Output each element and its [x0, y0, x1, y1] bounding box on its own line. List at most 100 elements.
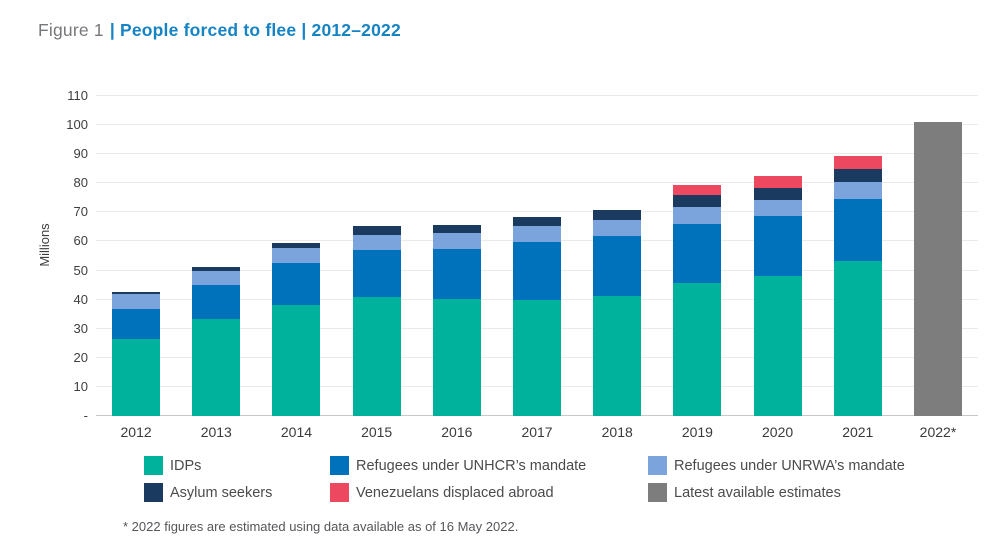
bar-slot-2015 [337, 80, 417, 416]
y-tick-70: 70 [73, 204, 88, 220]
segment-asylum-seekers [352, 226, 401, 236]
bar-slot-2014 [256, 80, 336, 416]
figure-label: Figure 1 [38, 20, 104, 40]
segment-venezuelans-displaced-abroad [673, 184, 722, 196]
legend-label: Asylum seekers [170, 484, 273, 501]
figure-title-text: | People forced to flee | 2012–2022 [109, 20, 401, 40]
segment-idps [112, 339, 161, 416]
stacked-bar-2015 [352, 226, 401, 416]
y-tick--: - [83, 408, 88, 423]
segment-refugees-under-unrwa-s-mandate [673, 207, 722, 224]
segment-asylum-seekers [192, 267, 241, 271]
stacked-bar-2013 [192, 267, 241, 416]
bar-slot-2019 [657, 80, 737, 416]
legend-label: Latest available estimates [674, 484, 841, 501]
legend-item-idps: IDPs [144, 456, 201, 475]
x-tick-2013: 2013 [200, 424, 232, 440]
segment-asylum-seekers [753, 187, 802, 200]
legend-swatch [330, 483, 349, 502]
segment-refugees-under-unrwa-s-mandate [513, 226, 562, 242]
bar-slot-2021 [818, 80, 898, 416]
y-tick-60: 60 [73, 233, 88, 249]
gridline-90 [96, 153, 978, 155]
legend-item-refugees-under-unrwa-s-mandate: Refugees under UNRWA’s mandate [648, 456, 905, 475]
x-tick-2014: 2014 [280, 424, 313, 440]
y-tick-50: 50 [73, 262, 88, 278]
segment-idps [432, 298, 481, 416]
y-tick-110: 110 [67, 87, 88, 103]
stacked-bar-2019 [673, 184, 722, 416]
legend-swatch [144, 456, 163, 475]
y-tick-20: 20 [73, 349, 88, 365]
segment-refugees-under-unrwa-s-mandate [112, 294, 161, 309]
bar-slot-2022 [898, 80, 978, 416]
legend-item-asylum-seekers: Asylum seekers [144, 483, 272, 502]
legend-item-refugees-under-unhcr-s-mandate: Refugees under UNHCR’s mandate [330, 456, 586, 475]
figure-title: Figure 1 | People forced to flee | 2012–2… [38, 20, 401, 41]
segment-idps [272, 304, 321, 416]
segment-refugees-under-unhcr-s-mandate [593, 236, 642, 296]
segment-refugees-under-unrwa-s-mandate [833, 182, 882, 200]
bars-container [96, 80, 978, 416]
segment-refugees-under-unrwa-s-mandate [593, 220, 642, 237]
x-tick-2016: 2016 [441, 424, 473, 440]
y-tick-100: 100 [66, 117, 88, 132]
segment-refugees-under-unhcr-s-mandate [432, 248, 481, 299]
gridline-70 [96, 211, 978, 213]
gridline-80 [96, 182, 978, 184]
segment-refugees-under-unrwa-s-mandate [272, 248, 321, 263]
legend-label: Refugees under UNHCR’s mandate [356, 457, 587, 474]
y-tick-10: 10 [73, 378, 88, 394]
segment-refugees-under-unhcr-s-mandate [192, 285, 241, 320]
x-tick-2015: 2015 [361, 424, 393, 440]
x-tick-2012: 2012 [120, 424, 152, 440]
legend-swatch [144, 483, 163, 502]
plot-area [96, 80, 978, 416]
segment-refugees-under-unhcr-s-mandate [513, 241, 562, 300]
segment-refugees-under-unrwa-s-mandate [432, 233, 481, 249]
stacked-bar-2021 [833, 156, 882, 416]
segment-refugees-under-unrwa-s-mandate [352, 235, 401, 251]
segment-asylum-seekers [833, 168, 882, 183]
segment-asylum-seekers [513, 216, 562, 226]
y-tick-30: 30 [73, 320, 88, 336]
segment-idps [833, 261, 882, 416]
y-tick-80: 80 [73, 175, 88, 191]
stacked-bar-2017 [513, 216, 562, 416]
x-axis-tick-labels: 2012 2013 2014 2015 2016 2017 2018 2019 2020 2021… [96, 424, 978, 440]
stacked-bar-2020 [753, 176, 802, 416]
segment-asylum-seekers [112, 291, 161, 295]
y-axis-tick-labels: 110 100 90 80 70 60 50 40 30 20 10 - [40, 80, 88, 423]
segment-asylum-seekers [593, 210, 642, 221]
y-tick-40: 40 [73, 291, 88, 307]
segment-idps [753, 276, 802, 416]
x-tick-2017: 2017 [521, 424, 553, 440]
stacked-bar-2012 [112, 291, 161, 416]
gridline-100 [96, 124, 978, 125]
segment-refugees-under-unhcr-s-mandate [833, 199, 882, 262]
segment-refugees-under-unhcr-s-mandate [272, 262, 321, 305]
bar-slot-2017 [497, 80, 577, 416]
stacked-bar-2022 [913, 122, 962, 416]
bar-slot-2013 [176, 80, 256, 416]
x-tick-2022: 2022* [919, 424, 957, 440]
segment-idps [192, 319, 241, 416]
legend-item-latest-available-estimates: Latest available estimates [648, 483, 841, 502]
segment-refugees-under-unhcr-s-mandate [673, 223, 722, 284]
segment-idps [352, 297, 401, 416]
legend-swatch [648, 456, 667, 475]
footnote: * 2022 figures are estimated using data … [123, 519, 519, 534]
segment-refugees-under-unhcr-s-mandate [753, 216, 802, 277]
x-tick-2021: 2021 [842, 424, 874, 440]
gridline-110 [96, 94, 978, 96]
segment-refugees-under-unhcr-s-mandate [352, 250, 401, 298]
segment-venezuelans-displaced-abroad [833, 156, 882, 169]
segment-refugees-under-unrwa-s-mandate [192, 270, 241, 286]
bar-slot-2012 [96, 80, 176, 416]
bar-slot-2016 [417, 80, 497, 416]
legend-label: Refugees under UNRWA’s mandate [674, 457, 905, 474]
segment-latest-available-estimates [913, 122, 962, 416]
stacked-bar-2014 [272, 242, 321, 416]
legend-item-venezuelans-displaced-abroad: Venezuelans displaced abroad [330, 483, 554, 502]
y-tick-90: 90 [73, 146, 88, 162]
